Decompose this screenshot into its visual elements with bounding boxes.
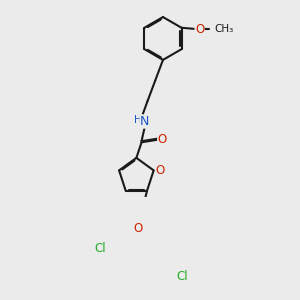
- Text: O: O: [195, 22, 204, 36]
- Text: O: O: [133, 222, 142, 235]
- Text: N: N: [140, 115, 149, 128]
- Text: O: O: [155, 164, 165, 177]
- Text: CH₃: CH₃: [214, 24, 233, 34]
- Text: O: O: [158, 133, 167, 146]
- Text: H: H: [134, 115, 142, 124]
- Text: Cl: Cl: [177, 269, 188, 283]
- Text: Cl: Cl: [94, 242, 106, 255]
